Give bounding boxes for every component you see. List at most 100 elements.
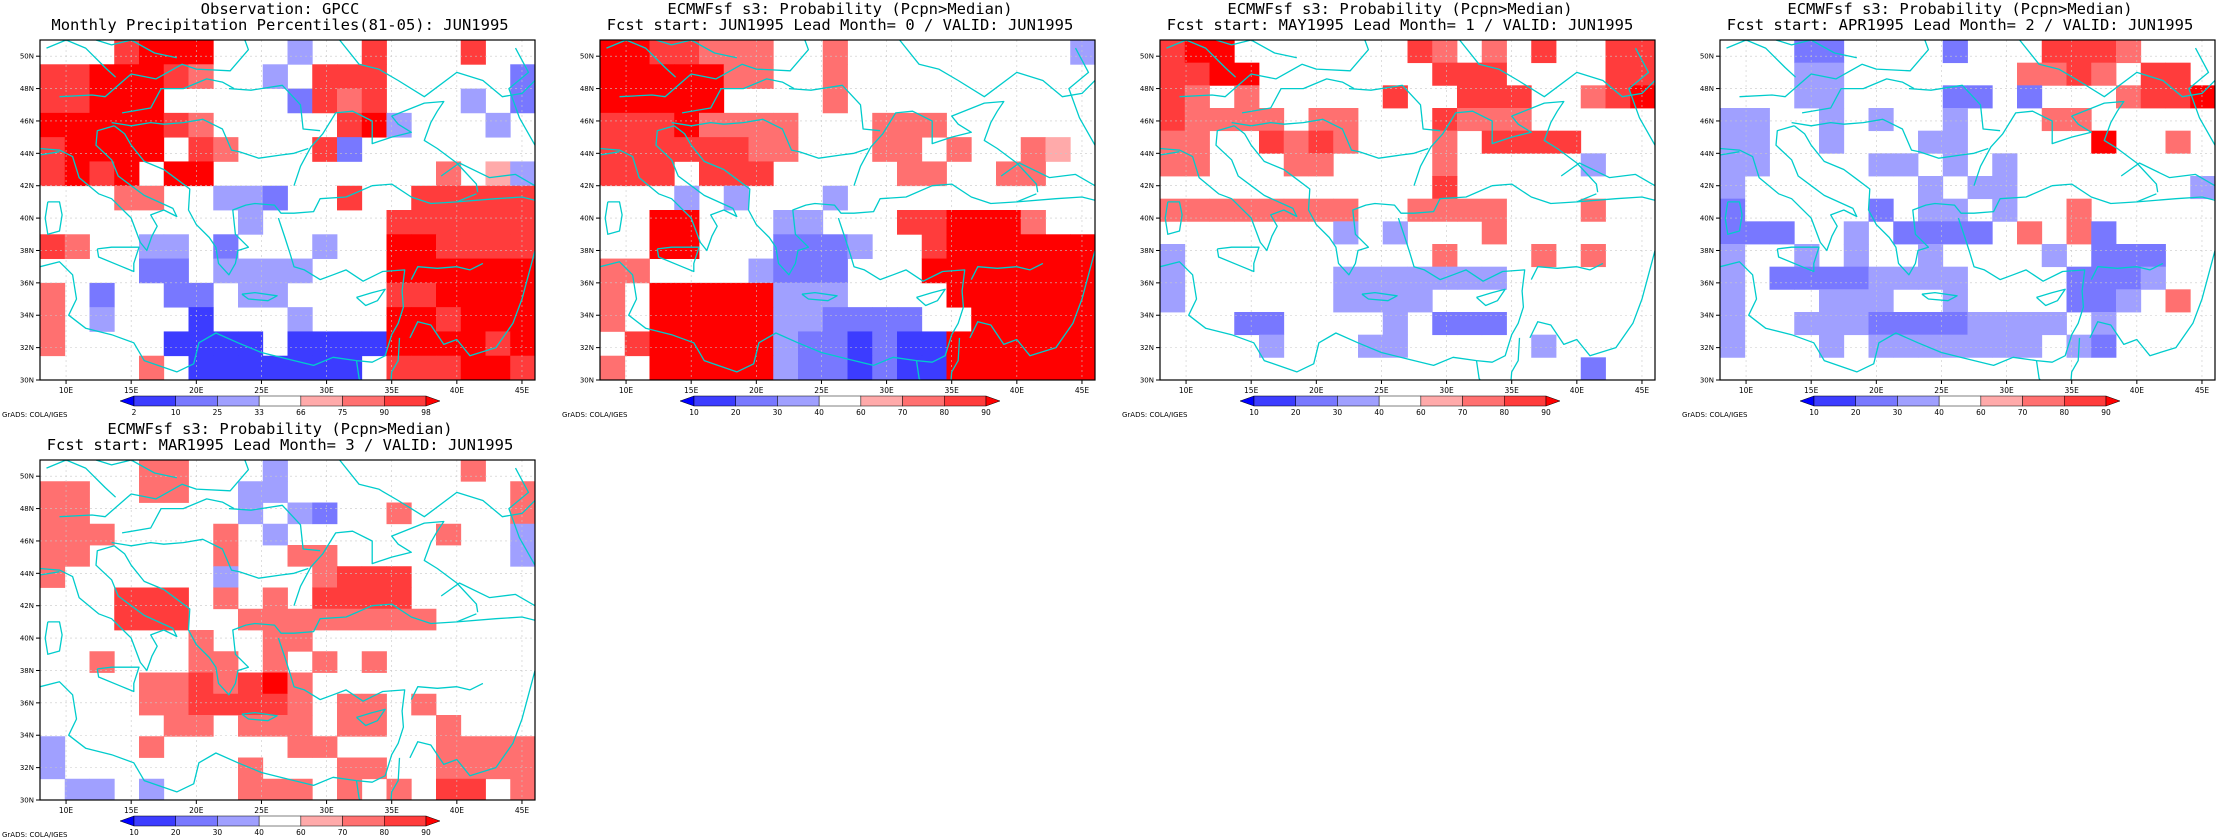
- shaded-cell: [213, 587, 239, 610]
- shaded-cell: [262, 460, 288, 482]
- colorbar-label: 30: [1333, 408, 1343, 417]
- shaded-cell: [238, 715, 264, 737]
- coastline: [355, 360, 361, 380]
- coastline: [899, 40, 1095, 98]
- shaded-cell: [188, 715, 214, 737]
- shaded-cell: [748, 331, 774, 357]
- shaded-cell: [1893, 312, 1919, 336]
- coastline: [1724, 201, 1743, 235]
- shaded-cell: [1918, 130, 1944, 154]
- shaded-cell: [361, 587, 387, 610]
- colorbar-segment: [1253, 395, 1296, 407]
- shaded-cell: [460, 736, 486, 758]
- coastline: [1726, 40, 1797, 78]
- shaded-cell: [287, 736, 313, 758]
- shaded-cell: [436, 210, 462, 235]
- coastlines: [1160, 40, 1655, 380]
- shaded-cell: [436, 258, 462, 284]
- shaded-cell: [485, 307, 511, 332]
- lat-tick-label: 50N: [580, 53, 594, 61]
- shaded-cell: [436, 331, 462, 357]
- coastline: [1216, 246, 1260, 273]
- shaded-cell: [723, 40, 749, 65]
- shaded-cell: [1893, 221, 1919, 245]
- lon-tick-label: 25E: [1934, 386, 1949, 395]
- shaded-cell: [921, 234, 947, 259]
- shaded-cell: [1918, 312, 1944, 336]
- coastlines: [40, 460, 535, 800]
- shaded-cell: [337, 185, 363, 211]
- lon-tick-label: 35E: [385, 806, 400, 815]
- shaded-cell: [1794, 244, 1820, 268]
- shaded-cell: [1605, 40, 1631, 64]
- lat-tick-label: 38N: [1700, 247, 1714, 255]
- shaded-cell: [262, 651, 288, 673]
- lat-tick-label: 42N: [1140, 182, 1154, 190]
- shaded-cell: [337, 137, 363, 162]
- colorbar-label: 98: [421, 408, 431, 417]
- shaded-cell: [188, 672, 214, 695]
- map-frame: [1159, 39, 1656, 381]
- shaded-cell: [723, 64, 749, 89]
- shaded-cell: [996, 331, 1022, 357]
- shaded-cell: [773, 282, 799, 308]
- shaded-cell: [2066, 40, 2092, 64]
- shaded-cell: [188, 651, 214, 673]
- shaded-cell: [1893, 153, 1919, 177]
- shaded-cell: [287, 545, 313, 567]
- shaded-cell: [1432, 153, 1458, 177]
- coastline: [390, 757, 401, 800]
- coastline: [40, 637, 406, 793]
- shaded-cell: [213, 566, 239, 588]
- shaded-cell: [2140, 266, 2166, 290]
- coastline: [40, 545, 178, 672]
- lon-tick-label: 25E: [254, 806, 269, 815]
- shaded-cell: [485, 736, 511, 758]
- shaded-cell: [1020, 282, 1046, 308]
- shaded-cell: [723, 112, 749, 138]
- shaded-cell: [188, 161, 214, 187]
- shaded-cell: [2066, 289, 2092, 313]
- shaded-cell: [1744, 130, 1770, 154]
- shaded-cell: [1794, 312, 1820, 336]
- probability-map: 10E 15E 20E 25E 30E 35E 40E 45E 30N 32N 34N 36N 38N 4…: [580, 39, 1096, 417]
- lat-tick-label: 36N: [580, 279, 594, 287]
- lat-tick-label: 46N: [580, 117, 594, 125]
- coastline: [456, 616, 535, 623]
- coastline: [1791, 118, 1989, 159]
- shaded-cell: [1432, 130, 1458, 154]
- lat-tick-label: 32N: [20, 764, 34, 772]
- shaded-cell: [2017, 85, 2043, 109]
- coastline: [40, 571, 60, 576]
- coastline: [1068, 47, 1095, 146]
- shaded-cell: [1160, 108, 1186, 132]
- lat-tick-label: 48N: [20, 505, 34, 513]
- colorbar-label: 60: [856, 408, 866, 417]
- grads-credit: GrADS: COLA/IGES: [1122, 411, 1188, 419]
- shaded-cell: [460, 757, 486, 780]
- colorbar-label: 30: [213, 828, 223, 837]
- lat-tick-label: 48N: [580, 85, 594, 93]
- coastline: [1476, 288, 1506, 307]
- colorbar-low-arrow: [119, 815, 135, 827]
- shaded-cell: [1382, 221, 1408, 245]
- shaded-cell: [139, 608, 165, 631]
- shaded-cell: [1720, 153, 1746, 177]
- shaded-cell: [411, 355, 437, 381]
- colorbar-label: 80: [1500, 408, 1510, 417]
- shaded-cell: [312, 355, 338, 381]
- shaded-cell: [312, 651, 338, 673]
- shaded-cell: [2140, 244, 2166, 268]
- lat-tick-label: 34N: [1140, 312, 1154, 320]
- colorbar-label: 80: [940, 408, 950, 417]
- lon-tick-label: 45E: [515, 806, 530, 815]
- shaded-cell: [1457, 312, 1483, 336]
- shaded-cell: [139, 137, 165, 162]
- shaded-cell: [139, 693, 165, 716]
- shaded-cell: [213, 693, 239, 716]
- coastline: [508, 467, 535, 566]
- colorbar-segment: [902, 395, 945, 407]
- colorbar-label: 2: [132, 408, 137, 417]
- shaded-cell: [1819, 312, 1845, 336]
- shaded-cell: [600, 307, 626, 332]
